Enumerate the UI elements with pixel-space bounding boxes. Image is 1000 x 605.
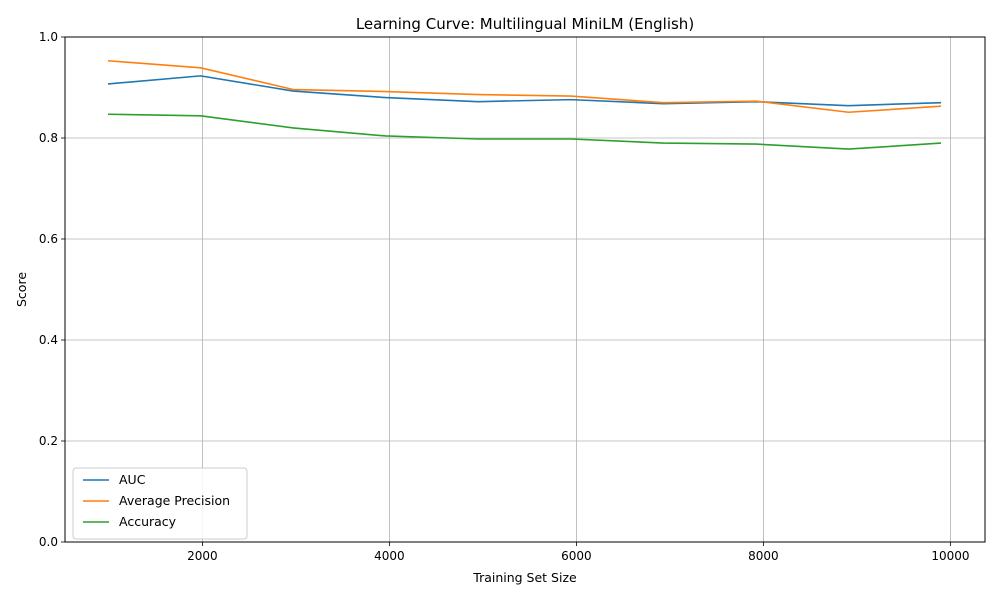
x-tick-label: 8000 — [748, 549, 779, 563]
legend-label-auc: AUC — [119, 472, 146, 487]
y-axis-label: Score — [14, 272, 29, 307]
chart-title: Learning Curve: Multilingual MiniLM (Eng… — [356, 15, 694, 33]
y-tick-label: 0.6 — [39, 232, 58, 246]
y-tick-label: 1.0 — [39, 30, 58, 44]
x-axis-label: Training Set Size — [472, 570, 577, 585]
legend: AUC Average Precision Accuracy — [72, 467, 248, 540]
series-line-auc — [107, 75, 942, 107]
legend-label-accuracy: Accuracy — [119, 514, 177, 529]
legend-label-average-precision: Average Precision — [119, 493, 230, 508]
series-layer — [107, 59, 942, 150]
x-axis-ticks: 2000 4000 6000 8000 10000 — [187, 542, 970, 563]
legend-box — [72, 467, 248, 540]
y-axis-ticks: 0.0 0.2 0.4 0.6 0.8 1.0 — [39, 30, 65, 549]
plot-frame — [64, 36, 986, 543]
y-tick-label: 0.8 — [39, 131, 58, 145]
series-line-average-precision — [107, 59, 942, 114]
y-tick-label: 0.2 — [39, 434, 58, 448]
y-tick-label: 0.0 — [39, 535, 58, 549]
series-line-accuracy — [107, 113, 942, 150]
x-tick-label: 10000 — [931, 549, 969, 563]
x-tick-label: 4000 — [374, 549, 405, 563]
x-tick-label: 2000 — [187, 549, 218, 563]
y-tick-label: 0.4 — [39, 333, 58, 347]
x-tick-label: 6000 — [561, 549, 592, 563]
